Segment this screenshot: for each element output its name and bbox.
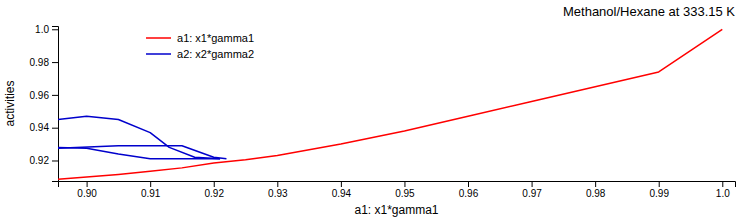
axis-line [59, 182, 736, 188]
axis-line [52, 27, 59, 182]
tick-label: 0.99 [649, 188, 669, 199]
tick-mark [277, 181, 278, 187]
tick-mark [150, 181, 151, 187]
tick: 0.91 [141, 181, 161, 199]
legend-swatch [146, 37, 171, 39]
tick: 0.98 [30, 57, 58, 68]
tick: 0.92 [30, 155, 58, 166]
tick-label: 0.92 [205, 188, 225, 199]
tick-mark [52, 128, 58, 129]
legend-label: a2: x2*gamma2 [177, 48, 254, 60]
tick-label: 0.96 [459, 188, 479, 199]
tick: 0.97 [522, 181, 542, 199]
tick-mark [595, 181, 596, 187]
tick-mark [468, 181, 469, 187]
tick-mark [722, 181, 723, 187]
line [58, 116, 220, 159]
line [58, 147, 220, 158]
tick-label: 0.94 [30, 122, 50, 133]
line [58, 29, 722, 179]
tick-mark [341, 181, 342, 187]
tick-label: 0.97 [522, 188, 542, 199]
tick-label: 0.98 [586, 188, 606, 199]
tick-label: 1.0 [716, 188, 730, 199]
legend-entry: a2: x2*gamma2 [146, 48, 254, 60]
x-axis-title: a1: x1*gamma1 [354, 203, 438, 217]
tick: 0.90 [77, 181, 97, 199]
legend-label: a1: x1*gamma1 [177, 32, 254, 44]
tick: 1.0 [35, 24, 58, 35]
legend: a1: x1*gamma1 a2: x2*gamma2 [146, 32, 254, 60]
tick: 0.96 [459, 181, 479, 199]
tick: 0.95 [395, 181, 415, 199]
x-axis: 0.90 0.91 0.92 0.93 0.94 0.95 0.96 0.97 0.98 0.99… [59, 181, 736, 199]
tick-label: 0.94 [332, 188, 352, 199]
tick-label: 0.92 [30, 155, 50, 166]
tick-mark [87, 181, 88, 187]
tick-label: 1.0 [35, 24, 49, 35]
tick: 0.96 [30, 90, 58, 101]
tick-label: 0.98 [30, 57, 50, 68]
tick-mark [52, 95, 58, 96]
lines [58, 29, 722, 179]
tick-mark [214, 181, 215, 187]
tick-label: 0.95 [395, 188, 415, 199]
tick-label: 0.96 [30, 90, 50, 101]
tick: 0.98 [586, 181, 606, 199]
tick-label: 0.93 [268, 188, 288, 199]
tick: 0.94 [332, 181, 352, 199]
plot-area: 0.90 0.91 0.92 0.93 0.94 0.95 0.96 0.97 0.98 0.99… [30, 24, 736, 199]
tick: 0.92 [205, 181, 225, 199]
tick-mark [659, 181, 660, 187]
tick-mark [52, 160, 58, 161]
tick-label: 0.91 [141, 188, 161, 199]
legend-entry: a1: x1*gamma1 [146, 32, 254, 44]
y-axis: 0.92 0.94 0.96 0.98 1.0 [30, 24, 59, 182]
tick-mark [52, 29, 58, 30]
tick: 0.94 [30, 122, 58, 133]
tick-mark [532, 181, 533, 187]
tick: 1.0 [716, 181, 730, 199]
tick-label: 0.90 [77, 188, 97, 199]
legend-swatch [146, 53, 171, 55]
y-axis-title: activities [3, 80, 17, 126]
tick: 0.99 [649, 181, 669, 199]
tick-mark [404, 181, 405, 187]
tick-mark [52, 62, 58, 63]
chart: 0.90 0.91 0.92 0.93 0.94 0.95 0.96 0.97 0.98 0.99… [0, 0, 753, 219]
tick: 0.93 [268, 181, 288, 199]
title: Methanol/Hexane at 333.15 K [563, 4, 735, 19]
